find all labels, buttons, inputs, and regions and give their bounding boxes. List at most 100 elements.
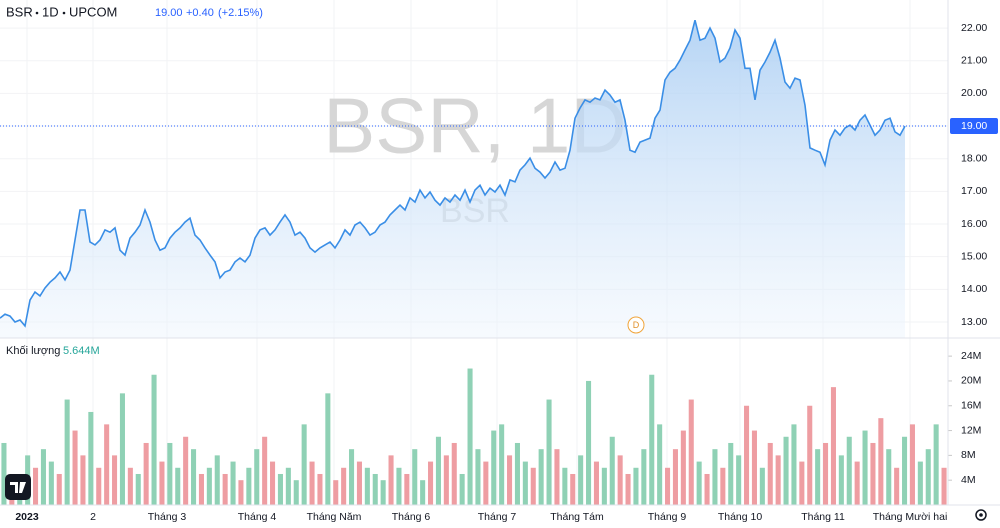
volume-bar	[775, 455, 781, 505]
volume-bar	[191, 449, 197, 505]
volume-bar	[514, 442, 520, 505]
volume-bar	[507, 455, 513, 505]
x-tick-label: Tháng Mười hai	[873, 511, 948, 523]
volume-bar	[404, 473, 410, 505]
volume-bar	[483, 461, 489, 505]
volume-bar	[649, 374, 655, 505]
volume-bar	[467, 368, 473, 505]
volume-bar	[823, 442, 829, 505]
volume-bar	[277, 473, 283, 505]
volume-bar	[285, 467, 291, 505]
y-tick-label: 20M	[961, 375, 981, 387]
volume-bar	[728, 442, 734, 505]
symbol[interactable]: BSR	[6, 4, 33, 19]
volume-bar	[902, 436, 908, 505]
volume-bar	[625, 473, 631, 505]
x-tick-label: 2	[90, 511, 96, 523]
volume-value: 5.644M	[63, 345, 100, 357]
volume-bar	[593, 461, 599, 505]
volume-bar	[135, 473, 141, 505]
volume-bar	[838, 455, 844, 505]
volume-bar	[878, 418, 884, 505]
volume-bar	[736, 455, 742, 505]
volume-bar	[925, 449, 931, 505]
x-tick-label: 2023	[15, 511, 39, 523]
price: 19.00	[155, 7, 183, 19]
volume-bar	[562, 467, 568, 505]
volume-bar	[151, 374, 157, 505]
volume-bar	[435, 436, 441, 505]
settings-button-center	[979, 513, 983, 517]
volume-bar	[712, 449, 718, 505]
volume-bar	[578, 455, 584, 505]
exchange: UPCOM	[69, 4, 117, 19]
volume-bar	[412, 449, 418, 505]
volume-bar	[143, 442, 149, 505]
volume-bar	[167, 442, 173, 505]
change: +0.40	[186, 7, 214, 19]
volume-bar	[127, 467, 133, 505]
volume-bar	[815, 449, 821, 505]
volume-bar	[688, 399, 694, 505]
y-tick-label: 8M	[961, 449, 976, 461]
event-marker[interactable]	[627, 316, 645, 334]
volume-bar	[807, 405, 813, 505]
volume-bar	[586, 380, 592, 505]
volume-bar	[40, 449, 46, 505]
volume-bar	[1, 442, 7, 505]
separator-dot	[62, 11, 66, 15]
volume-bar	[759, 467, 765, 505]
volume-bar	[428, 461, 434, 505]
volume-bar	[262, 436, 268, 505]
x-tick-label: Tháng 3	[148, 511, 187, 523]
volume-bar	[791, 424, 797, 505]
x-tick-label: Tháng 7	[478, 511, 517, 523]
volume-bar	[704, 473, 710, 505]
volume-bar	[119, 393, 125, 505]
volume-bar	[270, 461, 276, 505]
x-tick-label: Tháng 10	[718, 511, 763, 523]
volume-bar	[744, 405, 750, 505]
y-tick-label: 16.00	[961, 218, 987, 230]
volume-title: Khối lượng	[6, 345, 60, 357]
volume-bar	[609, 436, 615, 505]
volume-bar	[356, 461, 362, 505]
settings-button[interactable]	[975, 509, 987, 521]
logo-mark	[10, 482, 26, 493]
volume-bar	[767, 442, 773, 505]
volume-bar	[56, 473, 62, 505]
volume-bar	[80, 455, 86, 505]
volume-bar	[617, 455, 623, 505]
volume-bar	[941, 467, 947, 505]
volume-bar	[538, 449, 544, 505]
volume-bar	[104, 424, 110, 505]
volume-bar	[665, 467, 671, 505]
volume-bar	[830, 387, 836, 505]
volume-bar	[396, 467, 402, 505]
volume-bar	[720, 467, 726, 505]
interval[interactable]: 1D	[42, 4, 59, 19]
y-tick-label: 21.00	[961, 55, 987, 67]
volume-bar	[64, 399, 70, 505]
volume-bar	[672, 449, 678, 505]
y-tick-label: 20.00	[961, 87, 987, 99]
volume-bar	[909, 424, 915, 505]
y-tick-label: 12M	[961, 424, 981, 436]
volume-bar	[554, 449, 560, 505]
volume-bar	[246, 467, 252, 505]
price-line	[0, 20, 906, 328]
x-tick-label: Tháng 11	[801, 511, 845, 523]
volume-bar	[214, 455, 220, 505]
x-tick-label: Tháng Tám	[550, 511, 604, 523]
volume-bar	[696, 461, 702, 505]
volume-bar	[751, 430, 757, 505]
volume-bar	[159, 461, 165, 505]
x-tick-label: Tháng Năm	[307, 511, 362, 523]
volume-bar	[183, 436, 189, 505]
volume-bar	[459, 473, 465, 505]
price-area	[0, 20, 905, 338]
volume-bar	[317, 473, 323, 505]
volume-bar	[309, 461, 315, 505]
volume-bar	[657, 424, 663, 505]
volume-bar	[333, 480, 339, 505]
